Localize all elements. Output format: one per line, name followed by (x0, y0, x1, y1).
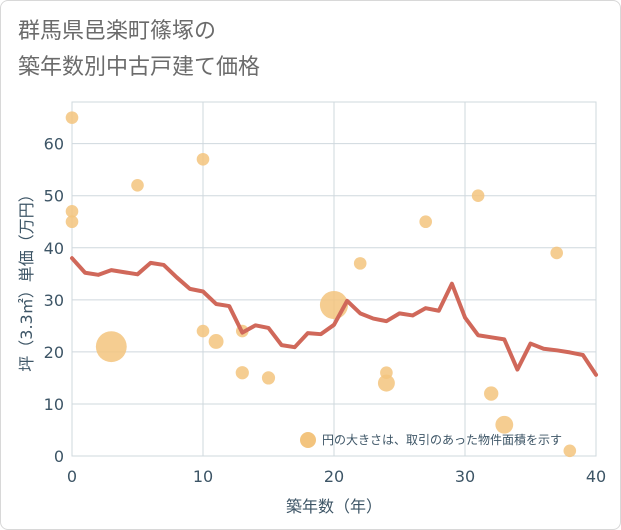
bubble-point-16 (471, 189, 485, 203)
bubble-point-5 (196, 152, 210, 166)
y-tick-label-5: 50 (44, 187, 64, 206)
y-tick-label-1: 10 (44, 395, 64, 414)
bubble-point-14 (377, 374, 395, 392)
y-tick-label-0: 0 (54, 447, 64, 466)
x-tick-label-2: 20 (324, 467, 344, 486)
x-tick-labels: 0 10 20 30 40 (67, 467, 606, 486)
y-tick-labels: 0 10 20 30 40 50 60 (44, 135, 64, 466)
bubble-layer (65, 111, 577, 458)
y-tick-label-3: 30 (44, 291, 64, 310)
trend-line (70, 256, 598, 377)
bubble-point-6 (196, 324, 210, 338)
y-tick-label-2: 20 (44, 343, 64, 362)
bubble-point-0 (65, 111, 79, 124)
legend-text: 円の大きさは、取引のあった物件面積を示す (322, 432, 562, 447)
bubble-point-3 (95, 331, 127, 363)
bubble-point-19 (550, 246, 563, 260)
bubble-point-15 (419, 215, 433, 229)
bubble-point-7 (208, 334, 224, 349)
chart-title: 群馬県邑楽町篠塚の 築年数別中古戸建て価格 (18, 14, 260, 86)
bubble-point-18 (495, 415, 514, 434)
y-tick-label-4: 40 (44, 239, 64, 258)
x-axis-label: 築年数（年） (286, 497, 382, 516)
legend-bubble (300, 432, 316, 448)
bubble-point-10 (261, 371, 276, 385)
line-layer (70, 256, 598, 377)
chart-title-line-2: 築年数別中古戸建て価格 (18, 55, 261, 80)
bubble-point-2 (65, 215, 79, 229)
x-tick-label-3: 30 (455, 467, 475, 486)
bubble-point-12 (353, 257, 367, 270)
bubble-point-20 (563, 444, 577, 458)
x-tick-label-0: 0 (67, 467, 77, 486)
x-tick-label-4: 40 (586, 467, 606, 486)
bubble-point-9 (235, 366, 249, 380)
x-tick-label-1: 10 (193, 467, 213, 486)
bubble-point-4 (131, 178, 144, 192)
y-tick-label-6: 60 (44, 135, 64, 154)
chart-title-line-1: 群馬県邑楽町篠塚の (18, 19, 217, 44)
bubble-point-1 (65, 205, 79, 218)
bubble-point-17 (484, 386, 499, 401)
y-axis-label: 坪（3.3㎡）単価（万円） (17, 186, 36, 371)
